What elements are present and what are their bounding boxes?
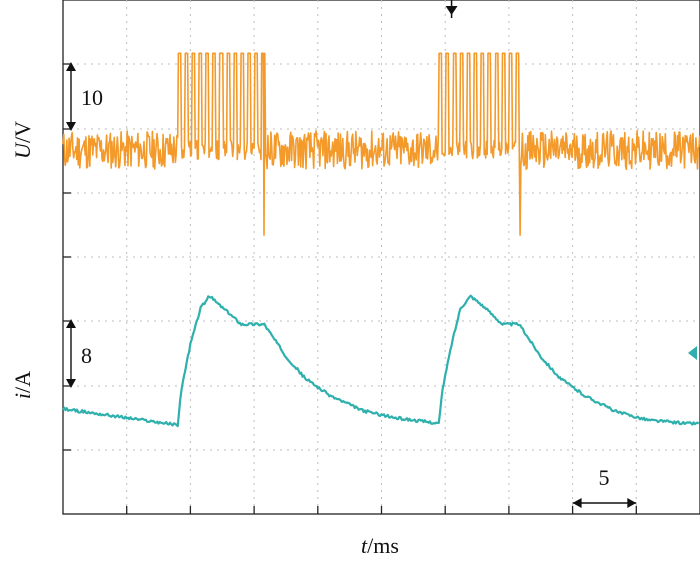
y-label-current-unit: /A (10, 371, 35, 393)
axis-ticks (63, 63, 637, 514)
y-label-current: i/A (10, 371, 35, 399)
x-label-var: t (361, 533, 368, 558)
annotations (66, 0, 697, 508)
y-label-current-var: i (10, 393, 35, 399)
voltage-trace (62, 52, 700, 236)
voltage-scale-arrow-down (66, 122, 76, 131)
current-trace (62, 294, 700, 428)
x-axis-label: t/ms (361, 533, 399, 558)
y-label-voltage-unit: /V (10, 121, 35, 143)
y-label-voltage-var: U (10, 141, 35, 159)
grid (63, 0, 700, 514)
y-label-voltage: U/V (10, 121, 35, 159)
voltage-scale-arrow-up (66, 62, 76, 71)
time-scale-arrow-left (572, 498, 582, 508)
time-scale-arrow-right (627, 498, 637, 508)
x-label-unit: /ms (367, 533, 399, 558)
time-scale-label: 5 (599, 465, 610, 490)
voltage-scale-label: 10 (81, 85, 103, 110)
current-scale-label: 8 (81, 343, 92, 368)
current-scale-arrow-down (66, 379, 76, 388)
channel-marker-icon (688, 346, 697, 360)
traces (62, 52, 700, 428)
current-scale-arrow-up (66, 319, 76, 328)
